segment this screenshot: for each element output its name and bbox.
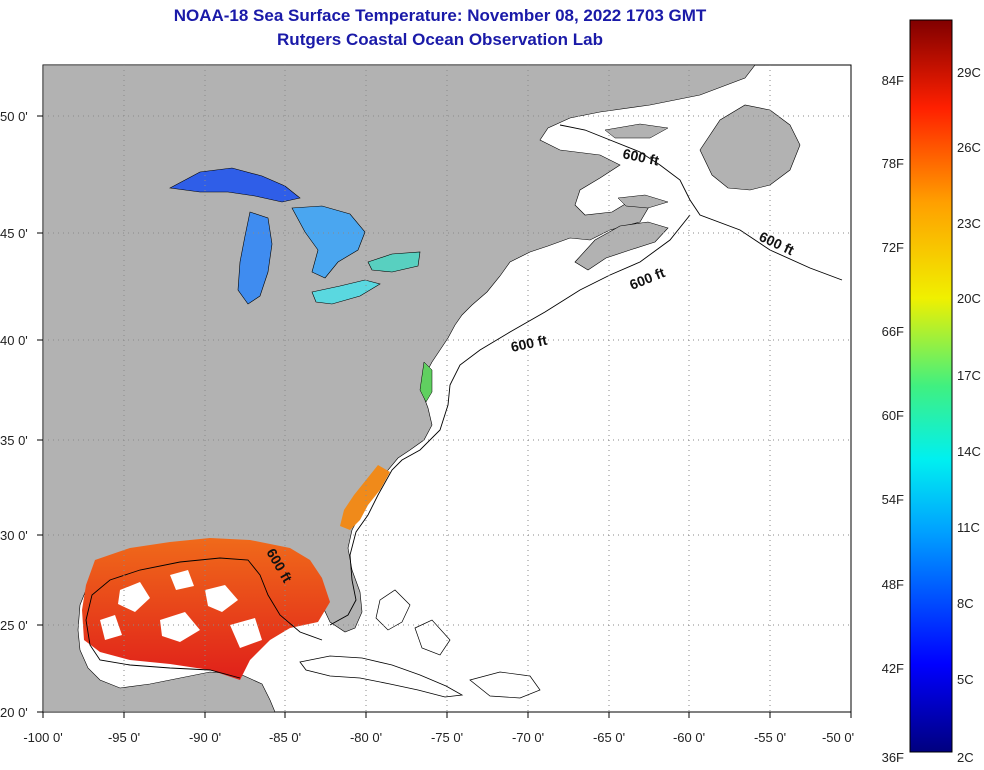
axis-ticks — [37, 115, 852, 718]
lake-ontario — [367, 251, 421, 273]
colorbar-c-label: 26C — [957, 140, 981, 155]
lake-michigan — [237, 211, 273, 305]
carolina-sst-strip — [340, 465, 390, 530]
colorbar-f-label: 66F — [882, 324, 904, 339]
colorbar-f-label: 84F — [882, 73, 904, 88]
cloud-gaps — [100, 570, 262, 648]
isobath-600ft — [85, 124, 843, 679]
cuba — [299, 655, 464, 698]
colorbar-c-label: 23C — [957, 216, 981, 231]
newfoundland — [699, 104, 801, 191]
pei-island — [617, 194, 669, 209]
colorbar-c-label: 8C — [957, 596, 974, 611]
colorbar-c-label: 20C — [957, 291, 981, 306]
colorbar-f-label: 42F — [882, 661, 904, 676]
colorbar-c-label: 2C — [957, 750, 974, 765]
lake-superior — [169, 167, 301, 203]
gulf-sst-field — [82, 538, 330, 680]
colorbar-c-label: 11C — [957, 520, 980, 535]
lon-tick-label: -100 0' — [23, 730, 62, 745]
anticosti-island — [604, 123, 669, 139]
colorbar-c-label: 17C — [957, 368, 981, 383]
land-mass — [43, 65, 756, 712]
lon-tick-label: -85 0' — [269, 730, 301, 745]
colorbar-f-label: 72F — [882, 240, 904, 255]
chesapeake-bay — [419, 361, 433, 403]
colorbar-c-label: 29C — [957, 65, 981, 80]
lat-tick-label: 35 0' — [0, 433, 28, 448]
lat-tick-label: 25 0' — [0, 618, 28, 633]
map-title: NOAA-18 Sea Surface Temperature: Novembe… — [173, 6, 707, 25]
contour-label: 600 ft — [621, 145, 660, 168]
colorbar-f-label: 60F — [882, 408, 904, 423]
lat-tick-label: 30 0' — [0, 528, 28, 543]
lon-tick-label: -80 0' — [350, 730, 382, 745]
lon-tick-label: -65 0' — [593, 730, 625, 745]
lake-erie — [311, 279, 381, 305]
lat-tick-label: 40 0' — [0, 333, 28, 348]
contour-label: 600 ft — [509, 332, 548, 355]
colorbar — [909, 19, 953, 753]
lon-tick-label: -50 0' — [822, 730, 854, 745]
colorbar-c-label: 5C — [957, 672, 974, 687]
hispaniola — [469, 671, 541, 699]
lon-tick-label: -55 0' — [754, 730, 786, 745]
colorbar-f-label: 48F — [882, 577, 904, 592]
colorbar-f-label: 36F — [882, 750, 904, 765]
colorbar-f-label: 78F — [882, 156, 904, 171]
map-subtitle: Rutgers Coastal Ocean Observation Lab — [277, 30, 603, 49]
lat-tick-label: 50 0' — [0, 109, 28, 124]
lat-tick-label: 45 0' — [0, 226, 28, 241]
lon-tick-label: -95 0' — [108, 730, 140, 745]
colorbar-f-label: 54F — [882, 492, 904, 507]
lon-tick-label: -60 0' — [673, 730, 705, 745]
colorbar-c-label: 14C — [957, 444, 981, 459]
lon-tick-label: -75 0' — [431, 730, 463, 745]
nova-scotia — [574, 221, 669, 271]
lon-tick-label: -90 0' — [189, 730, 221, 745]
lat-tick-label: 20 0' — [0, 705, 28, 720]
lon-tick-label: -70 0' — [512, 730, 544, 745]
bahamas — [375, 589, 451, 656]
lake-huron — [291, 205, 366, 279]
